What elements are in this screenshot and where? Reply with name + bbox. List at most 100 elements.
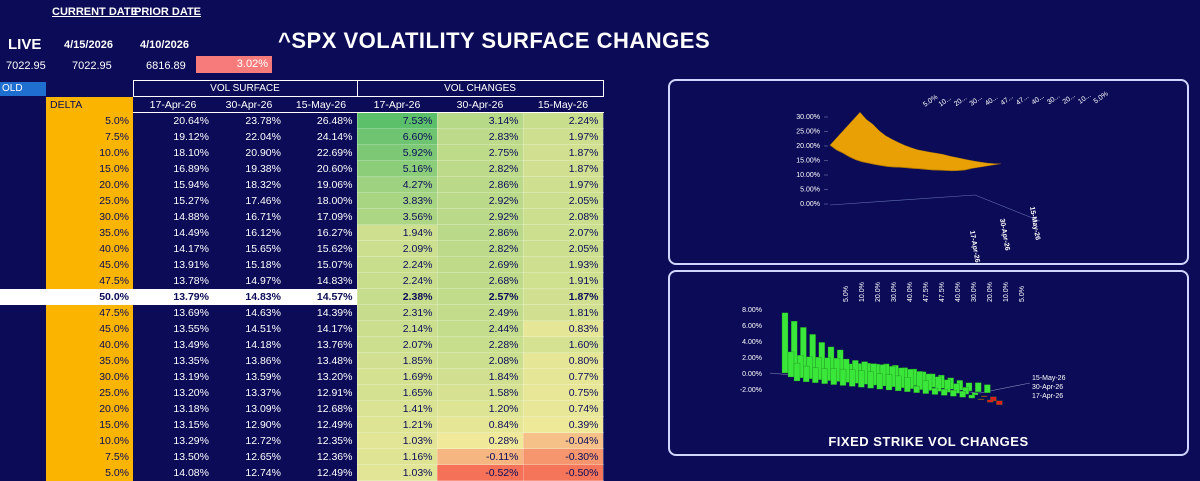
vol-change-cell[interactable]: 2.05% (522, 192, 604, 209)
vol-surface-cell[interactable]: 13.76% (316, 338, 353, 351)
vol-surface-cell[interactable]: 18.00% (316, 194, 353, 207)
vol-surface-cell[interactable]: 12.49% (316, 418, 353, 431)
vol-surface-cell[interactable]: 15.07% (316, 258, 353, 271)
vol-surface-cell[interactable]: 12.91% (316, 386, 353, 399)
vol-surface-cell[interactable]: 26.48% (316, 114, 353, 127)
vol-change-cell[interactable]: 1.60% (522, 336, 604, 353)
vol-change-cell[interactable]: 2.83% (436, 128, 524, 145)
vol-surface-cell[interactable]: 17.46% (245, 194, 281, 207)
delta-cell[interactable]: 10.0% (46, 144, 133, 161)
vol-surface-cell[interactable]: 15.94% (173, 178, 209, 191)
vol-change-cell[interactable]: 6.60% (356, 128, 438, 145)
vol-change-cell[interactable]: 1.03% (356, 464, 438, 481)
vol-change-cell[interactable]: 1.21% (356, 416, 438, 433)
vol-change-cell[interactable]: 1.94% (356, 224, 438, 241)
vol-change-cell[interactable]: 2.28% (436, 336, 524, 353)
vol-surface-cell[interactable]: 14.49% (173, 226, 209, 239)
delta-cell[interactable]: 25.0% (46, 384, 133, 401)
vol-change-cell[interactable]: 2.31% (356, 304, 438, 321)
vol-change-cell[interactable]: 2.24% (522, 112, 604, 129)
vol-change-cell[interactable]: 1.41% (356, 400, 438, 417)
delta-cell[interactable]: 15.0% (46, 160, 133, 177)
vol-surface-cell[interactable]: 19.06% (316, 178, 353, 191)
vol-change-cell[interactable]: 7.53% (356, 112, 438, 129)
vol-change-cell[interactable]: 2.49% (436, 304, 524, 321)
vol-surface-cell[interactable]: 22.69% (316, 146, 353, 159)
vol-surface-cell[interactable]: 14.08% (173, 466, 209, 479)
vol-surface-cell[interactable]: 16.27% (316, 226, 353, 239)
vol-change-cell[interactable]: 1.87% (522, 160, 604, 177)
vol-surface-cell[interactable]: 12.74% (245, 466, 281, 479)
vol-surface-cell[interactable]: 13.69% (173, 306, 209, 319)
vol-change-cell[interactable]: 2.92% (436, 192, 524, 209)
vol-change-cell[interactable]: 2.92% (436, 208, 524, 225)
vol-surface-cell[interactable]: 13.35% (173, 354, 209, 367)
vol-change-cell[interactable]: -0.04% (522, 432, 604, 449)
delta-cell[interactable]: 20.0% (46, 400, 133, 417)
vol-surface-cell[interactable]: 14.39% (316, 306, 353, 319)
vol-surface-cell[interactable]: 12.90% (245, 418, 281, 431)
vol-change-cell[interactable]: 0.28% (436, 432, 524, 449)
vol-change-cell[interactable]: 1.87% (522, 288, 604, 305)
vol-change-cell[interactable]: 1.85% (356, 352, 438, 369)
vol-change-cell[interactable]: 2.08% (522, 208, 604, 225)
delta-cell[interactable]: 25.0% (46, 192, 133, 209)
bar-chart-panel[interactable]: 8.00% 6.00% 4.00% 2.00% 0.00% -2.00% 5.0% 10.0%… (668, 270, 1189, 456)
delta-cell[interactable]: 5.0% (46, 112, 133, 129)
vol-change-cell[interactable]: 0.75% (522, 384, 604, 401)
delta-cell[interactable]: 30.0% (46, 208, 133, 225)
vol-change-cell[interactable]: 1.69% (356, 368, 438, 385)
vol-change-cell[interactable]: 2.07% (356, 336, 438, 353)
vol-surface-cell[interactable]: 15.62% (316, 242, 353, 255)
vol-surface-cell[interactable]: 13.79% (133, 288, 213, 305)
vol-surface-cell[interactable]: 14.17% (173, 242, 209, 255)
vol-surface-cell[interactable]: 13.20% (173, 386, 209, 399)
vol-surface-cell[interactable]: 22.04% (245, 130, 281, 143)
vol-change-cell[interactable]: 2.68% (436, 272, 524, 289)
vol-change-cell[interactable]: 2.69% (436, 256, 524, 273)
vol-surface-cell[interactable]: 14.51% (245, 322, 281, 335)
delta-cell[interactable]: 47.5% (46, 304, 133, 321)
vol-change-cell[interactable]: 1.58% (436, 384, 524, 401)
vol-surface-cell[interactable]: 14.18% (245, 338, 281, 351)
vol-surface-cell[interactable]: 19.38% (245, 162, 281, 175)
vol-surface-cell[interactable]: 12.49% (316, 466, 353, 479)
delta-cell[interactable]: 30.0% (46, 368, 133, 385)
vol-change-cell[interactable]: 3.83% (356, 192, 438, 209)
vol-surface-cell[interactable]: 16.89% (173, 162, 209, 175)
vol-change-cell[interactable]: 5.92% (356, 144, 438, 161)
vol-surface-cell[interactable]: 13.50% (173, 450, 209, 463)
vol-surface-cell[interactable]: 13.20% (316, 370, 353, 383)
vol-surface-cell[interactable]: 12.35% (316, 434, 353, 447)
vol-surface-cell[interactable]: 20.90% (245, 146, 281, 159)
vol-surface-cell[interactable]: 17.09% (316, 210, 353, 223)
vol-surface-cell[interactable]: 15.27% (173, 194, 209, 207)
delta-cell[interactable]: 15.0% (46, 416, 133, 433)
vol-surface-cell[interactable]: 14.63% (245, 306, 281, 319)
vol-surface-cell[interactable]: 20.64% (173, 114, 209, 127)
delta-cell[interactable]: 50.0% (46, 288, 133, 305)
vol-surface-cell[interactable]: 12.65% (245, 450, 281, 463)
vol-change-cell[interactable]: 2.05% (522, 240, 604, 257)
vol-surface-cell[interactable]: 12.72% (245, 434, 281, 447)
vol-change-cell[interactable]: 1.97% (522, 176, 604, 193)
vol-surface-cell[interactable]: 13.48% (316, 354, 353, 367)
vol-surface-cell[interactable]: 13.29% (173, 434, 209, 447)
delta-cell[interactable]: 5.0% (46, 464, 133, 481)
vol-surface-cell[interactable]: 14.97% (245, 274, 281, 287)
delta-cell[interactable]: 45.0% (46, 256, 133, 273)
vol-change-cell[interactable]: 2.24% (356, 256, 438, 273)
vol-change-cell[interactable]: 1.84% (436, 368, 524, 385)
vol-surface-cell[interactable]: 13.55% (173, 322, 209, 335)
vol-change-cell[interactable]: 2.57% (436, 288, 524, 305)
vol-change-cell[interactable]: 2.07% (522, 224, 604, 241)
vol-surface-cell[interactable]: 24.14% (316, 130, 353, 143)
vol-change-cell[interactable]: 2.86% (436, 176, 524, 193)
vol-surface-cell[interactable]: 14.83% (316, 274, 353, 287)
delta-cell[interactable]: 10.0% (46, 432, 133, 449)
vol-surface-cell[interactable]: 18.32% (245, 178, 281, 191)
vol-surface-cell[interactable]: 15.65% (245, 242, 281, 255)
vol-surface-cell[interactable]: 13.18% (173, 402, 209, 415)
vol-change-cell[interactable]: 5.16% (356, 160, 438, 177)
delta-cell[interactable]: 40.0% (46, 336, 133, 353)
